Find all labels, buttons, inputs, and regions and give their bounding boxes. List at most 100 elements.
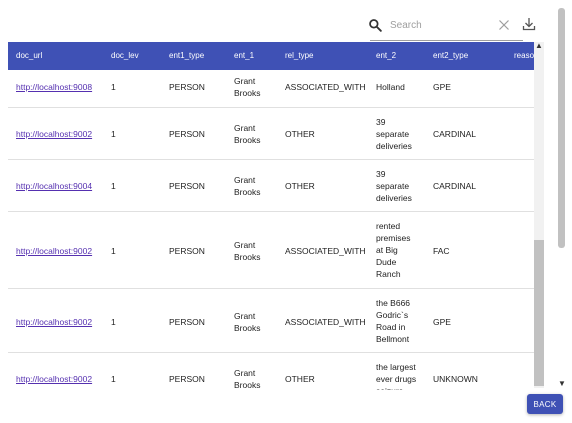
ent2-type-cell: GPE	[433, 82, 451, 92]
ent-2-line: Ranch	[376, 269, 401, 279]
table-row: http://localhost:9002 1 PERSON Grant Bro…	[8, 289, 534, 353]
ent2-type-cell: UNKNOWN	[433, 374, 478, 384]
scroll-up-arrow-icon[interactable]: ▲	[535, 41, 543, 50]
ent-2-line: the largest	[376, 362, 416, 372]
ent-1-line: Grant	[234, 76, 256, 86]
ent-2-line: deliveries	[376, 141, 412, 151]
ent1-type-cell: PERSON	[169, 317, 205, 327]
ent-1-line: Grant	[234, 240, 256, 250]
column-header-ent1-type[interactable]: ent1_type	[169, 51, 205, 60]
ent-1-line: Grant	[234, 175, 256, 185]
ent-1-line: Grant	[234, 311, 256, 321]
ent-2-line: Holland	[376, 82, 405, 92]
doc-url-link[interactable]: http://localhost:9002	[16, 246, 93, 256]
page-scroll-thumb[interactable]	[558, 8, 565, 248]
ent2-type-cell: CARDINAL	[433, 129, 476, 139]
rel-type-cell: ASSOCIATED_WITH	[285, 317, 366, 327]
column-header-ent-1[interactable]: ent_1	[234, 51, 255, 60]
ent-2-line: 39	[376, 117, 386, 127]
table-row: http://localhost:9002 1 PERSON Grant Bro…	[8, 353, 534, 390]
close-icon[interactable]	[498, 19, 510, 31]
column-header-reason[interactable]: reason	[514, 51, 534, 60]
doc-url-link[interactable]: http://localhost:9008	[16, 82, 93, 92]
ent-2-line: premises	[376, 233, 411, 243]
table-row: http://localhost:9004 1 PERSON Grant Bro…	[8, 160, 534, 212]
rel-type-cell: OTHER	[285, 181, 315, 191]
column-header-ent2-type[interactable]: ent2_type	[433, 51, 469, 60]
table-header: doc_url doc_lev ent1_type ent_1 rel_type…	[8, 42, 544, 70]
ent-1-line: Brooks	[234, 187, 261, 197]
doc-lev-cell: 1	[111, 181, 116, 191]
ent-1-cell: Grant Brooks	[234, 239, 260, 263]
ent-1-cell: Grant Brooks	[234, 174, 260, 198]
ent-1-line: Brooks	[234, 252, 261, 262]
doc-lev-cell: 1	[111, 129, 116, 139]
ent2-type-cell: CARDINAL	[433, 181, 476, 191]
ent-2-line: Dude	[376, 257, 397, 267]
ent1-type-cell: PERSON	[169, 181, 205, 191]
search-input[interactable]	[390, 16, 498, 34]
table-scrollbar[interactable]: ▲	[534, 42, 544, 388]
ent-1-line: Grant	[234, 368, 256, 378]
ent-1-line: Brooks	[234, 135, 261, 145]
doc-lev-cell: 1	[111, 246, 116, 256]
ent-2-cell: the B666 Godric`s Road in Bellmont	[376, 297, 410, 345]
ent-2-cell: 39 separate deliveries	[376, 168, 412, 204]
column-header-doc-lev[interactable]: doc_lev	[111, 51, 139, 60]
doc-url-link[interactable]: http://localhost:9002	[16, 129, 93, 139]
ent-2-line: separate	[376, 181, 410, 191]
page-scrollbar[interactable]: ▼	[557, 0, 567, 390]
table-row: http://localhost:9008 1 PERSON Grant Bro…	[8, 70, 534, 108]
doc-url-link[interactable]: http://localhost:9002	[16, 374, 93, 384]
ent-2-line: ever drugs	[376, 374, 417, 384]
table-scroll-thumb[interactable]	[534, 240, 544, 386]
table-toolbar	[8, 8, 544, 42]
doc-url-link[interactable]: http://localhost:9002	[16, 317, 93, 327]
ent-2-line: Bellmont	[376, 334, 410, 344]
table-row: http://localhost:9002 1 PERSON Grant Bro…	[8, 108, 534, 160]
ent-1-cell: Grant Brooks	[234, 367, 260, 390]
back-button[interactable]: BACK	[527, 394, 563, 414]
search-icon	[369, 19, 382, 32]
table-row: http://localhost:9002 1 PERSON Grant Bro…	[8, 212, 534, 289]
ent-2-line: deliveries	[376, 193, 412, 203]
doc-lev-cell: 1	[111, 317, 116, 327]
results-table: doc_url doc_lev ent1_type ent_1 rel_type…	[8, 42, 544, 390]
column-header-ent-2[interactable]: ent_2	[376, 51, 397, 60]
ent-2-line: Godric`s	[376, 310, 409, 320]
ent2-type-cell: FAC	[433, 246, 450, 256]
column-header-rel-type[interactable]: rel_type	[285, 51, 314, 60]
search-underline	[370, 40, 523, 41]
ent-1-cell: Grant Brooks	[234, 122, 260, 146]
scroll-down-arrow-icon[interactable]: ▼	[558, 379, 566, 388]
rel-type-cell: ASSOCIATED_WITH	[285, 82, 366, 92]
ent-2-line: at Big	[376, 245, 398, 255]
ent-1-cell: Grant Brooks	[234, 75, 260, 99]
rel-type-cell: ASSOCIATED_WITH	[285, 246, 366, 256]
doc-lev-cell: 1	[111, 82, 116, 92]
ent-2-cell: the largest ever drugs seizure	[376, 361, 416, 390]
download-icon[interactable]	[521, 16, 537, 32]
ent1-type-cell: PERSON	[169, 374, 205, 384]
ent-1-line: Brooks	[234, 323, 261, 333]
doc-lev-cell: 1	[111, 374, 116, 384]
ent-1-line: Brooks	[234, 380, 261, 390]
ent-2-cell: rented premises at Big Dude Ranch	[376, 220, 410, 280]
ent-2-line: Road in	[376, 322, 406, 332]
ent-1-cell: Grant Brooks	[234, 310, 260, 334]
ent-2-line: separate	[376, 129, 410, 139]
ent-2-cell: Holland	[376, 81, 405, 93]
ent-2-line: 39	[376, 169, 386, 179]
rel-type-cell: OTHER	[285, 374, 315, 384]
doc-url-link[interactable]: http://localhost:9004	[16, 181, 93, 191]
ent1-type-cell: PERSON	[169, 246, 205, 256]
ent1-type-cell: PERSON	[169, 82, 205, 92]
rel-type-cell: OTHER	[285, 129, 315, 139]
ent-2-line: seizure	[376, 385, 416, 390]
column-header-doc-url[interactable]: doc_url	[16, 51, 43, 60]
ent-2-line: the B666	[376, 298, 411, 308]
ent1-type-cell: PERSON	[169, 129, 205, 139]
ent-2-cell: 39 separate deliveries	[376, 116, 412, 152]
ent-2-line: rented	[376, 221, 401, 231]
